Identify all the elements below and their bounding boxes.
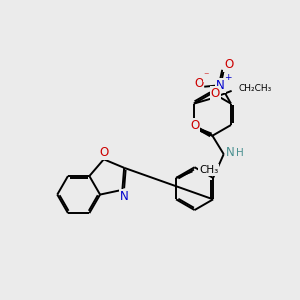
Text: O: O [224, 58, 233, 71]
Text: N: N [119, 190, 128, 203]
Text: +: + [224, 73, 232, 82]
Text: O: O [190, 119, 199, 132]
Text: CH₂CH₃: CH₂CH₃ [238, 84, 272, 93]
Text: CH₃: CH₃ [199, 165, 218, 175]
Text: O: O [194, 77, 203, 90]
Text: O: O [211, 87, 220, 100]
Text: N: N [216, 79, 225, 92]
Text: ⁻: ⁻ [203, 71, 209, 81]
Text: H: H [236, 148, 244, 158]
Text: N: N [226, 146, 235, 159]
Text: O: O [99, 146, 108, 159]
